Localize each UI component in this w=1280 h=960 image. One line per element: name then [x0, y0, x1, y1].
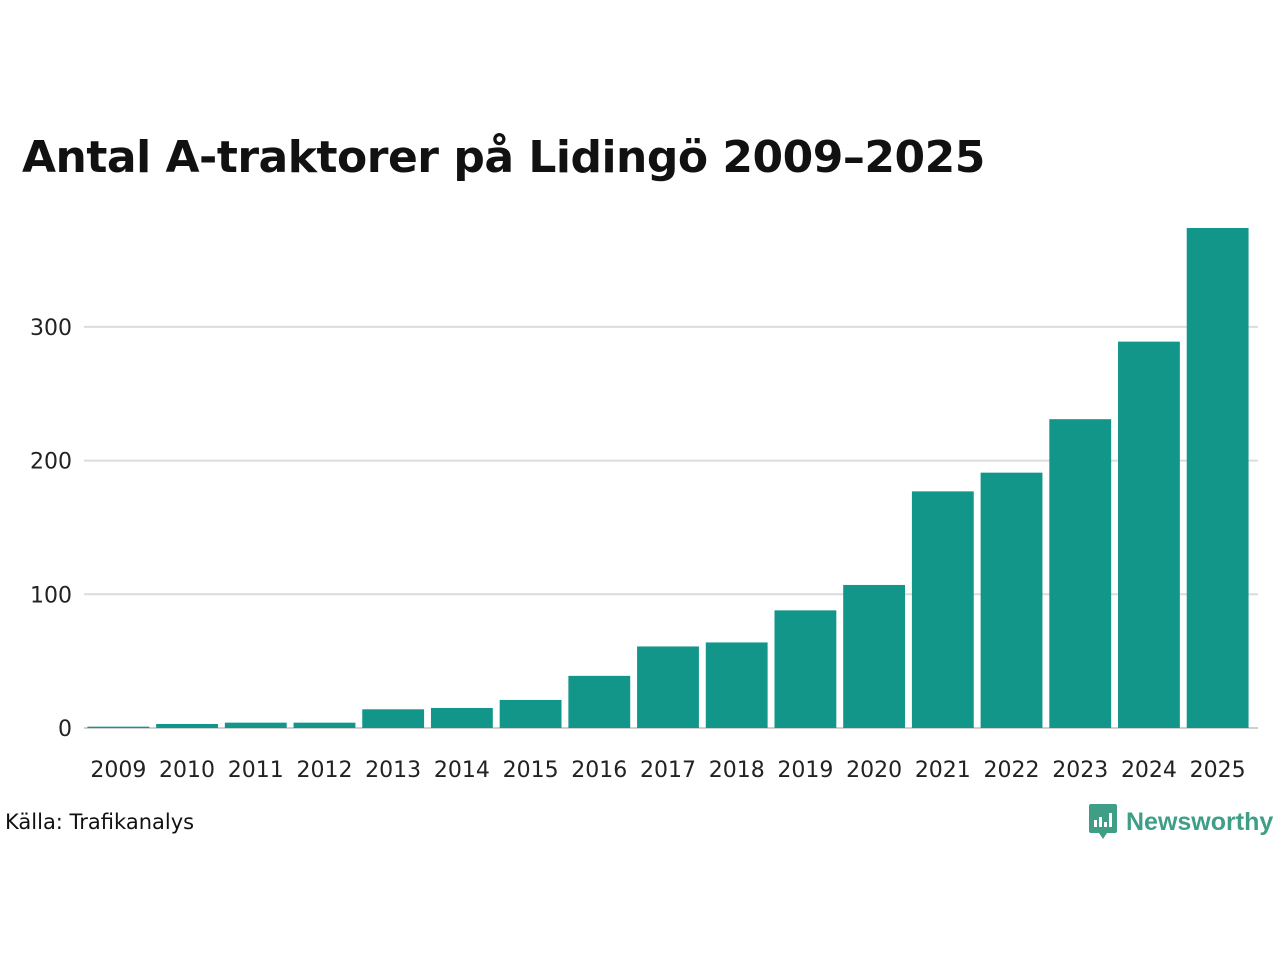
y-tick-label: 0 — [58, 717, 72, 742]
bar — [1186, 228, 1249, 728]
bar — [637, 646, 699, 728]
bar — [224, 722, 287, 728]
bar — [430, 707, 493, 728]
source-label: Källa: Trafikanalys — [5, 810, 195, 834]
x-tick-label: 2011 — [228, 758, 284, 783]
chart-title: Antal A-traktorer på Lidingö 2009–2025 — [22, 132, 985, 183]
y-tick-label: 200 — [30, 450, 72, 475]
x-tick-label: 2022 — [984, 758, 1040, 783]
x-tick-label: 2015 — [503, 758, 559, 783]
bar — [980, 472, 1043, 728]
bar — [568, 675, 631, 728]
y-tick-label: 300 — [30, 316, 72, 341]
x-tick-label: 2012 — [296, 758, 352, 783]
bar-chart: 0 100 200 300 2009 2010 2011 2012 2013 2014 2015 20… — [30, 228, 1258, 783]
x-tick-label: 2023 — [1052, 758, 1108, 783]
x-tick-label: 2013 — [365, 758, 421, 783]
bar — [362, 709, 425, 728]
y-tick-label: 100 — [30, 583, 72, 608]
x-tick-label: 2010 — [159, 758, 215, 783]
bar — [87, 726, 150, 728]
x-tick-label: 2009 — [90, 758, 146, 783]
bar — [1118, 341, 1180, 728]
brand-logo[interactable]: Newsworthy — [1088, 803, 1273, 841]
newsworthy-logo-icon — [1089, 804, 1117, 839]
x-tick-label: 2018 — [709, 758, 765, 783]
x-tick-label: 2019 — [777, 758, 833, 783]
x-tick-label: 2020 — [846, 758, 902, 783]
x-tick-label: 2025 — [1190, 758, 1246, 783]
bar — [156, 723, 218, 728]
bar — [293, 722, 356, 728]
x-tick-label: 2017 — [640, 758, 696, 783]
brand-name: Newsworthy — [1126, 807, 1274, 836]
x-tick-label: 2021 — [915, 758, 971, 783]
bar — [499, 699, 562, 728]
bar — [1049, 419, 1112, 728]
bar — [774, 610, 837, 728]
x-tick-label: 2014 — [434, 758, 490, 783]
x-tick-label: 2016 — [571, 758, 627, 783]
bar — [843, 584, 906, 728]
bar — [705, 642, 768, 728]
bar — [911, 491, 974, 728]
x-tick-label: 2024 — [1121, 758, 1177, 783]
